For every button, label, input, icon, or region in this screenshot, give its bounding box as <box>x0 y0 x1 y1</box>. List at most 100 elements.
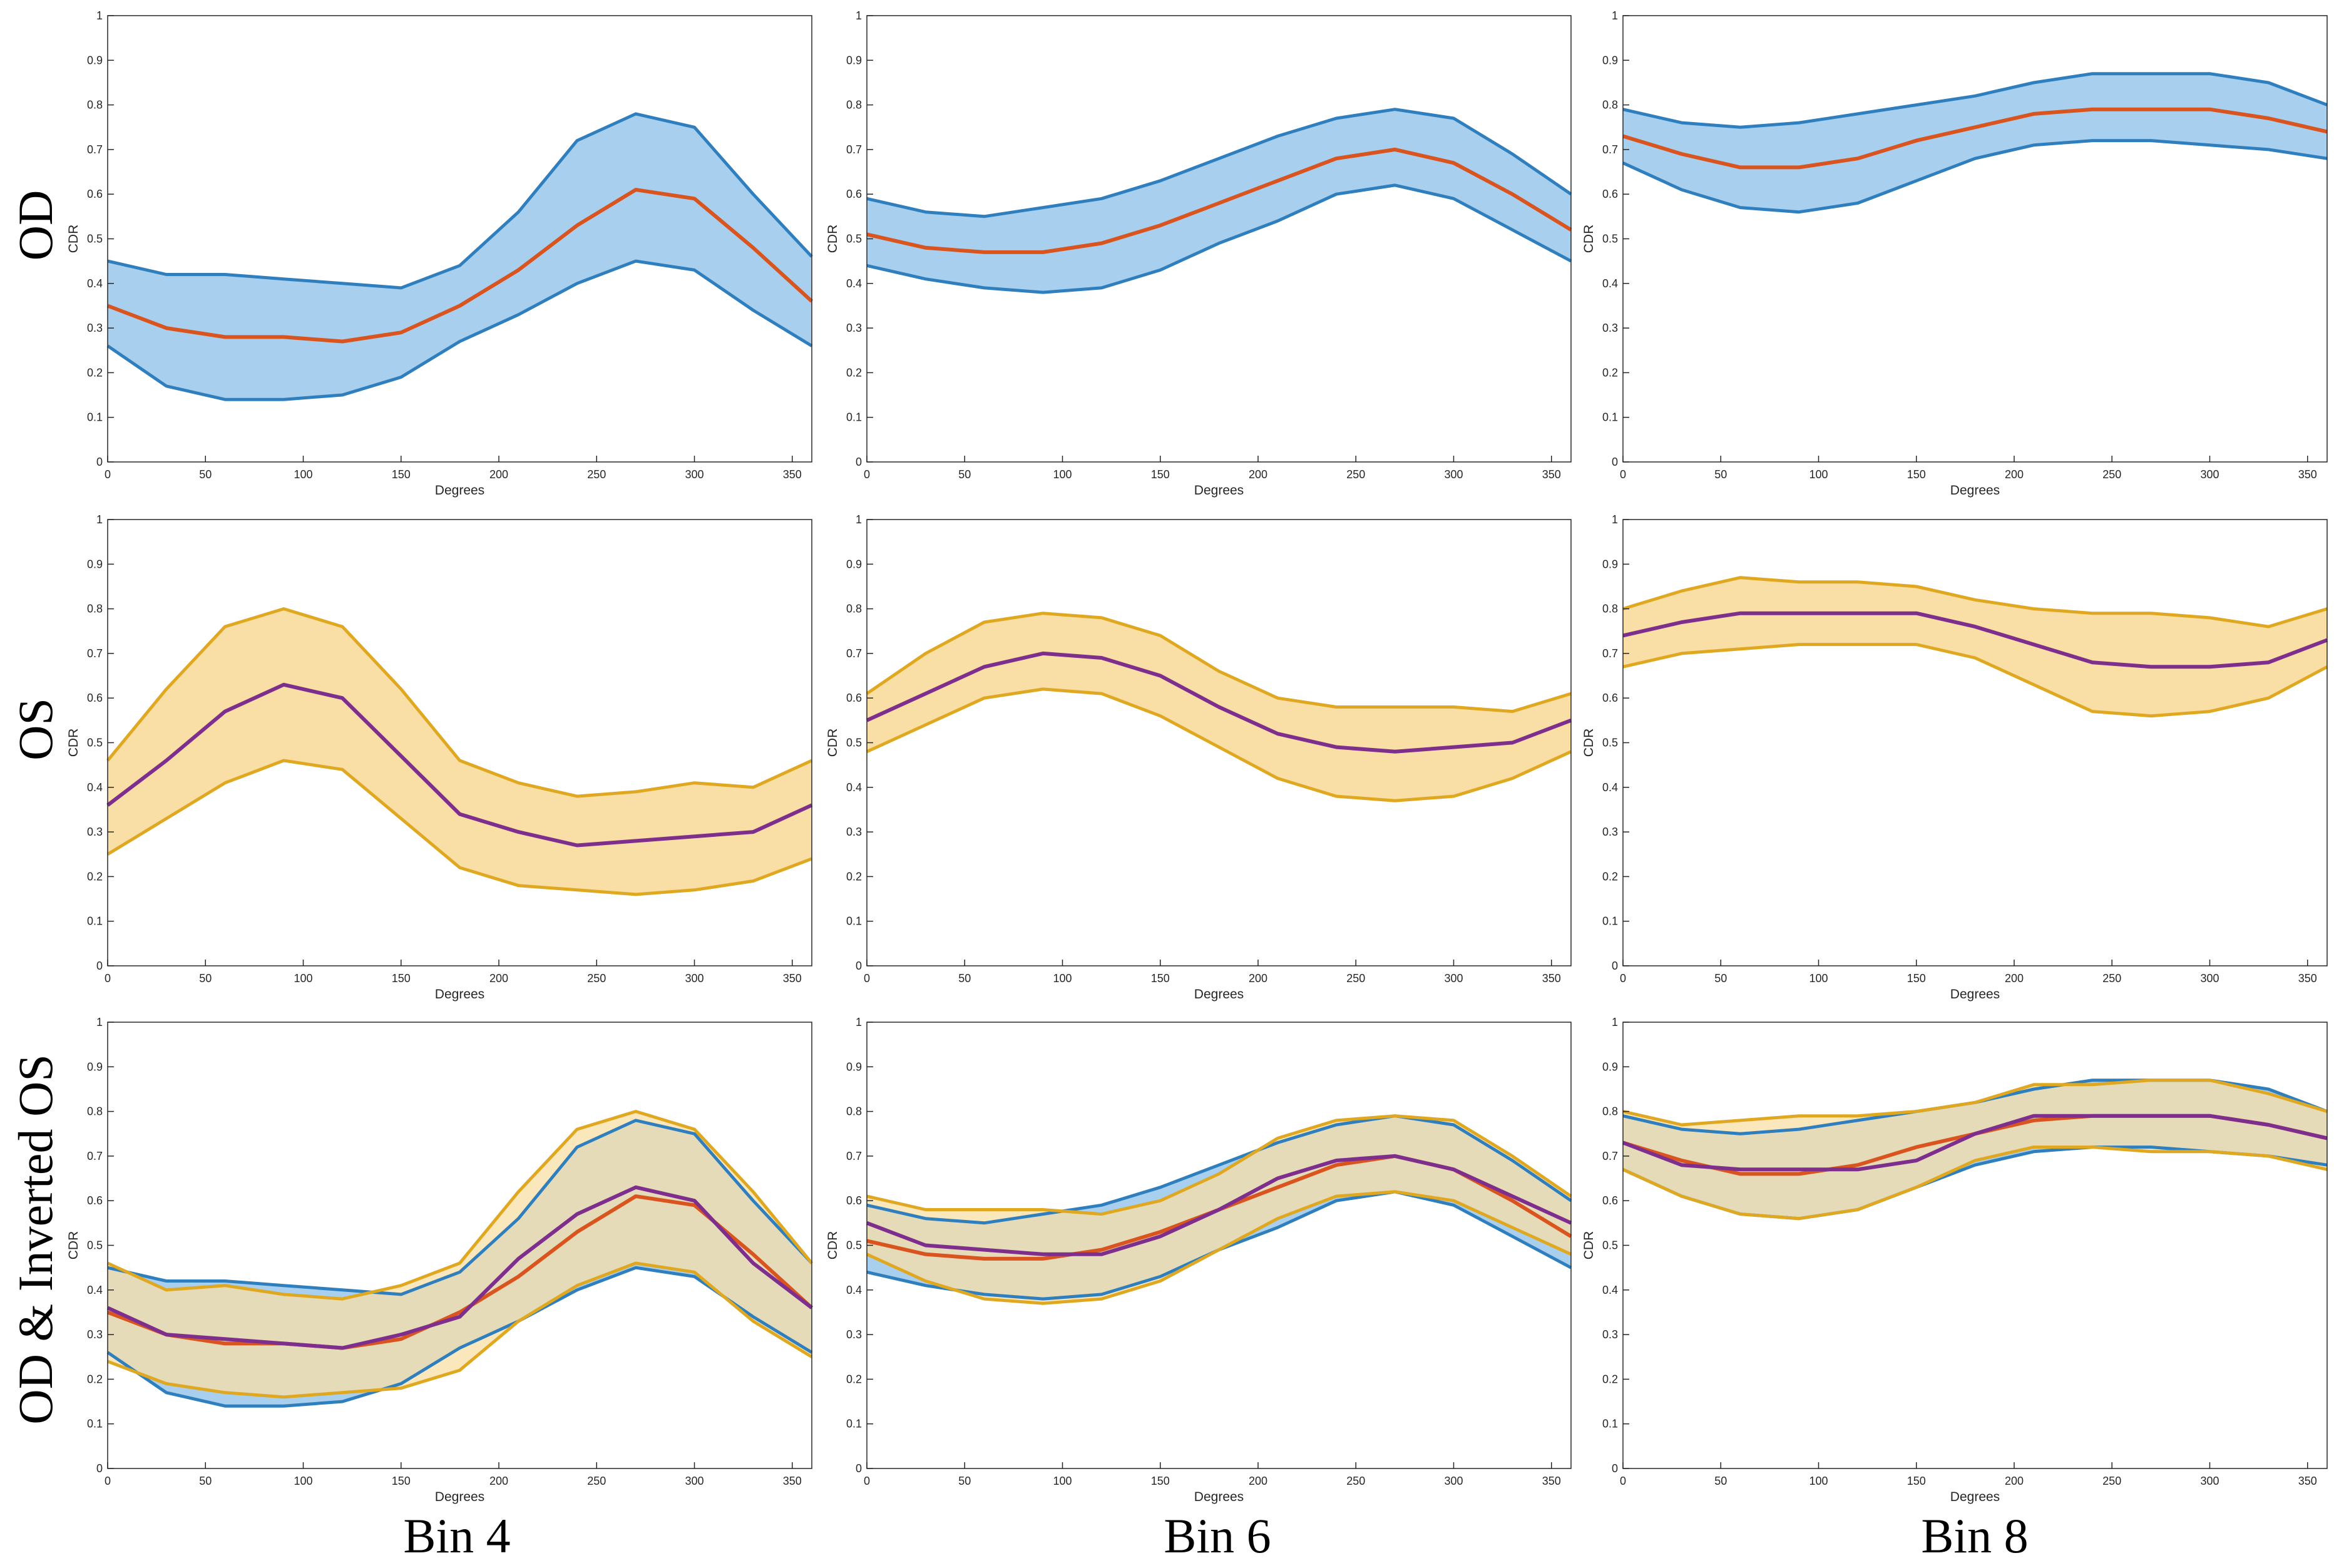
y-axis-label: CDR <box>66 1231 81 1260</box>
y-tick-label: 0.2 <box>1602 870 1618 883</box>
od-mean-line <box>106 1194 814 1350</box>
y-tick-label: 0.1 <box>87 411 103 424</box>
os-lower-line <box>1622 643 2328 718</box>
x-tick-label: 150 <box>392 972 411 985</box>
y-tick-label: 0.4 <box>87 277 103 290</box>
x-tick-label: 150 <box>1151 972 1170 985</box>
panels-group: 0 50 100 150 200 250 300 35000.10.20.30.40.50.6… <box>66 9 2328 1504</box>
x-tick-label: 0 <box>864 972 870 985</box>
x-tick-label: 0 <box>105 468 111 481</box>
x-tick-label: 200 <box>1249 972 1267 985</box>
x-tick-label: 100 <box>1809 468 1828 481</box>
y-tick-label: 0.7 <box>87 1150 103 1162</box>
y-tick-label: 0.6 <box>87 692 103 704</box>
y-tick-label: 0.3 <box>1602 1328 1618 1341</box>
y-axis-label: CDR <box>66 225 81 254</box>
y-tick-label: 0.4 <box>846 781 862 794</box>
y-tick-label: 0.5 <box>846 1239 862 1252</box>
y-tick-label: 0 <box>1612 456 1618 468</box>
y-tick-label: 0.8 <box>846 603 862 615</box>
y-tick-label: 0.9 <box>87 54 103 66</box>
os-mean-line <box>1622 611 2328 669</box>
y-tick-label: 0.7 <box>846 143 862 156</box>
x-tick-label: 0 <box>864 1475 870 1487</box>
y-tick-label: 1 <box>856 1016 862 1028</box>
y-tick-label: 1 <box>856 513 862 526</box>
y-tick-label: 0.9 <box>846 54 862 66</box>
y-tick-label: 0 <box>856 960 862 972</box>
y-tick-label: 1 <box>96 513 103 526</box>
y-tick-label: 0.1 <box>846 411 862 424</box>
y-tick-label: 0.1 <box>87 1418 103 1430</box>
y-tick-label: 0.6 <box>1602 1194 1618 1207</box>
panel-od-bin-4: 0 50 100 150 200 250 300 350 0 0.1 0.2 0.3 0.4 0.5 0.6… <box>66 9 814 498</box>
x-tick-label: 50 <box>958 972 971 985</box>
od-mean-line <box>106 188 814 344</box>
y-tick-label: 0.3 <box>87 826 103 838</box>
y-tick-label: 0.8 <box>846 1105 862 1118</box>
x-tick-label: 350 <box>783 1475 802 1487</box>
y-tick-label: 0.6 <box>87 188 103 200</box>
x-tick-label: 100 <box>294 468 312 481</box>
x-tick-label: 300 <box>2200 1475 2219 1487</box>
x-tick-label: 150 <box>1907 468 1926 481</box>
y-tick-label: 0.2 <box>846 1373 862 1385</box>
od-upper-line <box>866 1114 1572 1225</box>
x-tick-label: 300 <box>2200 972 2219 985</box>
x-tick-label: 350 <box>1542 972 1561 985</box>
x-tick-label: 250 <box>587 468 606 481</box>
inverted-os-mean-line <box>1622 1114 2328 1172</box>
y-tick-label: 0.9 <box>1602 558 1618 570</box>
y-tick-label: 0.2 <box>87 870 103 883</box>
y-tick-label: 0.3 <box>1602 322 1618 334</box>
x-tick-label: 50 <box>1714 468 1727 481</box>
x-tick-label: 350 <box>1542 468 1561 481</box>
panel-od-and-inverted-os-bin-8: 0 50 100 150 200 250 300 350 0 0.1 0.2 0.3 0.4 0.5 0.6… <box>1582 1016 2328 1504</box>
x-tick-label: 200 <box>489 468 508 481</box>
x-tick-label: 150 <box>392 1475 411 1487</box>
inverted-os-upper-line <box>106 1110 813 1301</box>
os-upper-line <box>866 612 1572 714</box>
od-upper-line <box>107 112 813 290</box>
y-tick-label: 0.2 <box>846 366 862 379</box>
inverted-os-lower-line <box>107 1261 813 1399</box>
y-tick-label: 0.5 <box>87 737 103 749</box>
y-axis-label: CDR <box>66 729 81 757</box>
y-tick-label: 0.4 <box>1602 1284 1618 1296</box>
x-tick-label: 200 <box>1249 1475 1267 1487</box>
y-tick-label: 1 <box>96 9 103 22</box>
x-tick-label: 100 <box>1809 972 1828 985</box>
y-axis-label: CDR <box>826 225 840 254</box>
y-tick-label: 0.9 <box>1602 54 1618 66</box>
y-tick-label: 0.5 <box>87 1239 103 1252</box>
y-tick-label: 0.1 <box>1602 411 1618 424</box>
y-tick-label: 1 <box>1612 1016 1618 1028</box>
y-tick-label: 0 <box>856 456 862 468</box>
x-tick-label: 50 <box>199 1475 212 1487</box>
y-tick-label: 1 <box>1612 513 1618 526</box>
y-tick-label: 0.6 <box>846 1194 862 1207</box>
os-lower-line <box>106 759 812 896</box>
x-tick-label: 350 <box>783 972 802 985</box>
x-tick-label: 50 <box>958 1475 971 1487</box>
y-tick-label: 0.6 <box>1602 692 1618 704</box>
x-tick-label: 200 <box>489 972 508 985</box>
y-tick-label: 0.7 <box>846 647 862 660</box>
x-tick-label: 150 <box>392 468 411 481</box>
x-tick-label: 50 <box>1714 972 1727 985</box>
col-label-bin-6: Bin 6 <box>1164 1509 1271 1563</box>
x-axis-label: Degrees <box>435 1490 484 1504</box>
inverted-os-mean-line <box>106 1185 813 1350</box>
x-axis-label: Degrees <box>1194 987 1244 1002</box>
y-tick-label: 0.2 <box>87 366 103 379</box>
y-axis-label: CDR <box>1582 225 1596 254</box>
x-tick-label: 250 <box>1346 972 1365 985</box>
y-tick-label: 0.2 <box>1602 1373 1618 1385</box>
y-tick-label: 1 <box>96 1016 103 1028</box>
x-axis-label: Degrees <box>1194 1490 1244 1504</box>
y-tick-label: 0.1 <box>846 915 862 928</box>
od-band-area <box>867 109 1571 293</box>
row-label-od: OD <box>8 190 63 261</box>
x-tick-label: 250 <box>587 972 606 985</box>
os-mean-line <box>106 682 813 848</box>
